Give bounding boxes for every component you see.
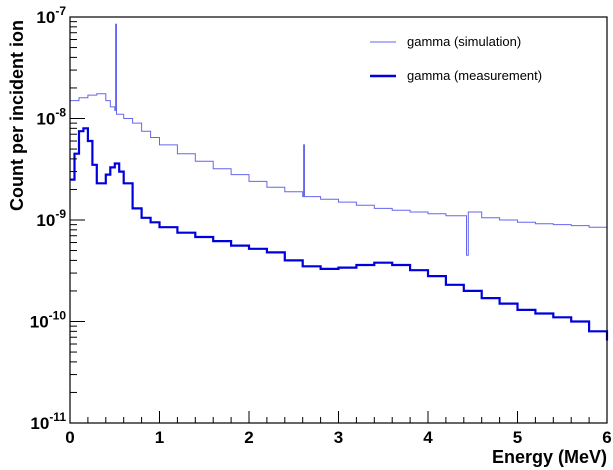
- legend-label-measurement: gamma (measurement): [407, 68, 542, 83]
- x-axis-title: Energy (MeV): [492, 447, 607, 467]
- x-tick-label: 6: [602, 428, 611, 447]
- legend-label-simulation: gamma (simulation): [407, 34, 521, 49]
- y-tick-label: 10-8: [36, 106, 66, 129]
- x-tick-label: 3: [334, 428, 343, 447]
- ticks-layer: [69, 21, 608, 424]
- tick-labels: 0 1 2 3 4 5 6 10-11 10-10 10-9 10-8 10-7: [30, 4, 612, 447]
- x-tick-label: 1: [155, 428, 164, 447]
- y-tick-label: 10-9: [36, 207, 66, 230]
- x-tick-label: 5: [513, 428, 522, 447]
- y-tick-label: 10-11: [30, 410, 66, 433]
- series-line-0: [70, 23, 608, 256]
- x-tick-label: 2: [244, 428, 253, 447]
- legend: gamma (simulation) gamma (measurement): [370, 34, 542, 83]
- y-tick-label: 10-10: [30, 309, 67, 332]
- y-tick-label: 10-7: [36, 4, 66, 27]
- x-tick-label: 0: [65, 428, 74, 447]
- series-layer: [70, 23, 609, 341]
- y-axis-title: Count per incident ion: [7, 20, 27, 211]
- x-tick-label: 4: [423, 428, 433, 447]
- series-line-1: [70, 127, 609, 341]
